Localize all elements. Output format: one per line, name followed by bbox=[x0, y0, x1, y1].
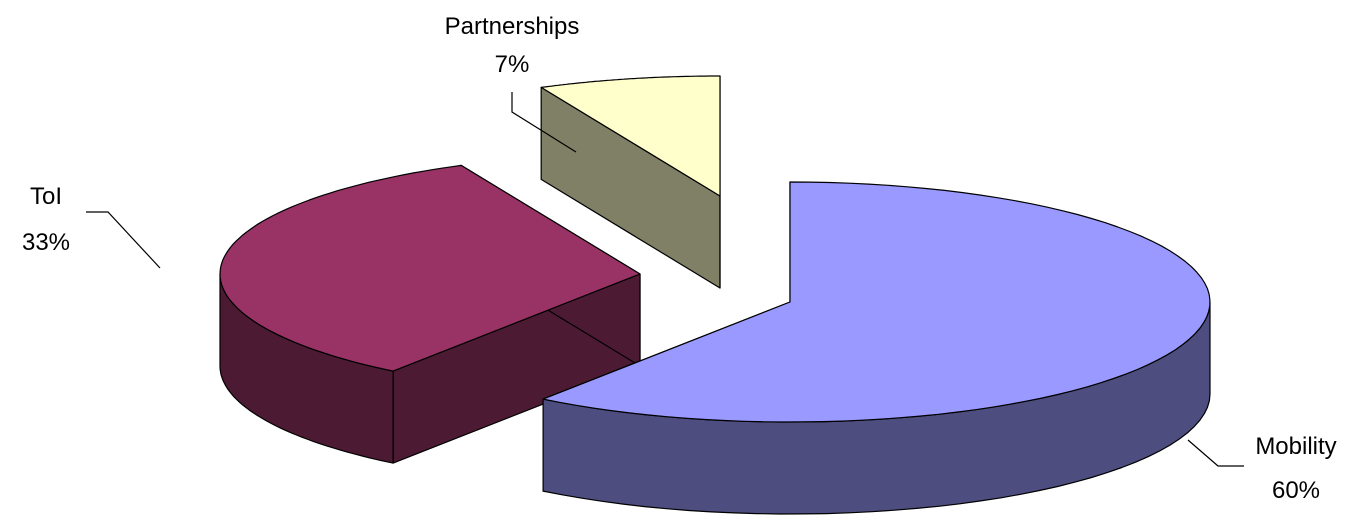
pie-slice-toi bbox=[219, 164, 641, 464]
slice-percent-partnerships: 7% bbox=[495, 51, 530, 78]
pie-slice-top-mobility bbox=[542, 181, 1211, 423]
pie-slice-top-partnerships bbox=[540, 75, 721, 197]
slice-label-partnerships: Partnerships bbox=[445, 13, 580, 40]
pie-slice-mobility bbox=[542, 181, 1211, 515]
pie-slice-partnerships bbox=[540, 75, 721, 289]
slice-percent-mobility: 60% bbox=[1272, 477, 1320, 504]
slice-percent-toi: 33% bbox=[22, 229, 70, 256]
slices-layer bbox=[219, 75, 1211, 515]
slice-label-toi: ToI bbox=[30, 183, 62, 210]
pie-slice-top-toi bbox=[219, 164, 641, 372]
leader-line-partnerships bbox=[511, 92, 577, 153]
slice-label-mobility: Mobility bbox=[1255, 433, 1336, 460]
leader-line-toi bbox=[86, 211, 161, 269]
leader-line-mobility bbox=[1187, 439, 1244, 467]
